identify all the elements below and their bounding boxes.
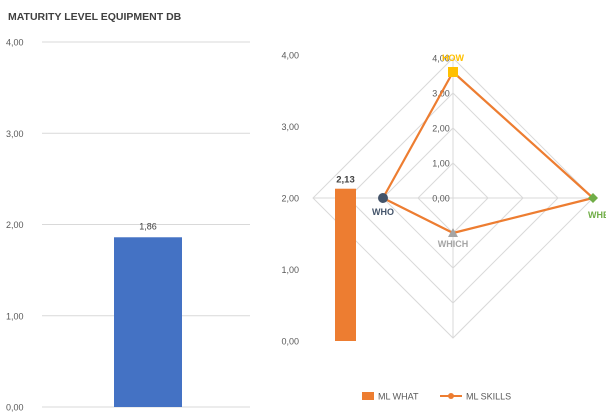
legend-marker <box>448 393 454 399</box>
legend-label: ML WHAT <box>378 392 419 402</box>
chart-title: MATURITY LEVEL EQUIPMENT DB <box>8 11 182 23</box>
marker <box>378 193 388 203</box>
radar-tick-label: 4,00 <box>432 54 450 64</box>
y-tick-label: 0,00 <box>6 403 24 413</box>
y-tick-label: 0,00 <box>281 337 299 347</box>
marker <box>448 228 458 237</box>
bar <box>114 237 182 407</box>
data-label: 1,86 <box>139 221 157 231</box>
y-tick-label: 2,00 <box>6 220 24 230</box>
y-tick-label: 1,00 <box>6 311 24 321</box>
radar-tick-label: 2,00 <box>432 124 450 134</box>
legend-label: ML SKILLS <box>466 392 511 402</box>
y-tick-label: 1,00 <box>281 265 299 275</box>
y-tick-label: 3,00 <box>281 122 299 132</box>
marker <box>588 193 598 203</box>
category-label: WHO <box>372 207 394 217</box>
y-tick-label: 4,00 <box>6 38 24 48</box>
data-label: 2,13 <box>336 175 355 186</box>
legend-swatch <box>362 392 374 400</box>
category-label: HOW <box>442 53 465 63</box>
category-label: WHEN <box>588 210 606 220</box>
marker <box>448 67 458 77</box>
radar-tick-label: 0,00 <box>432 194 450 204</box>
category-label: WHICH <box>438 239 469 249</box>
y-tick-label: 3,00 <box>6 129 24 139</box>
y-tick-label: 2,00 <box>281 194 299 204</box>
bar <box>335 188 356 341</box>
radar-tick-label: 1,00 <box>432 159 450 169</box>
y-tick-label: 4,00 <box>281 51 299 61</box>
